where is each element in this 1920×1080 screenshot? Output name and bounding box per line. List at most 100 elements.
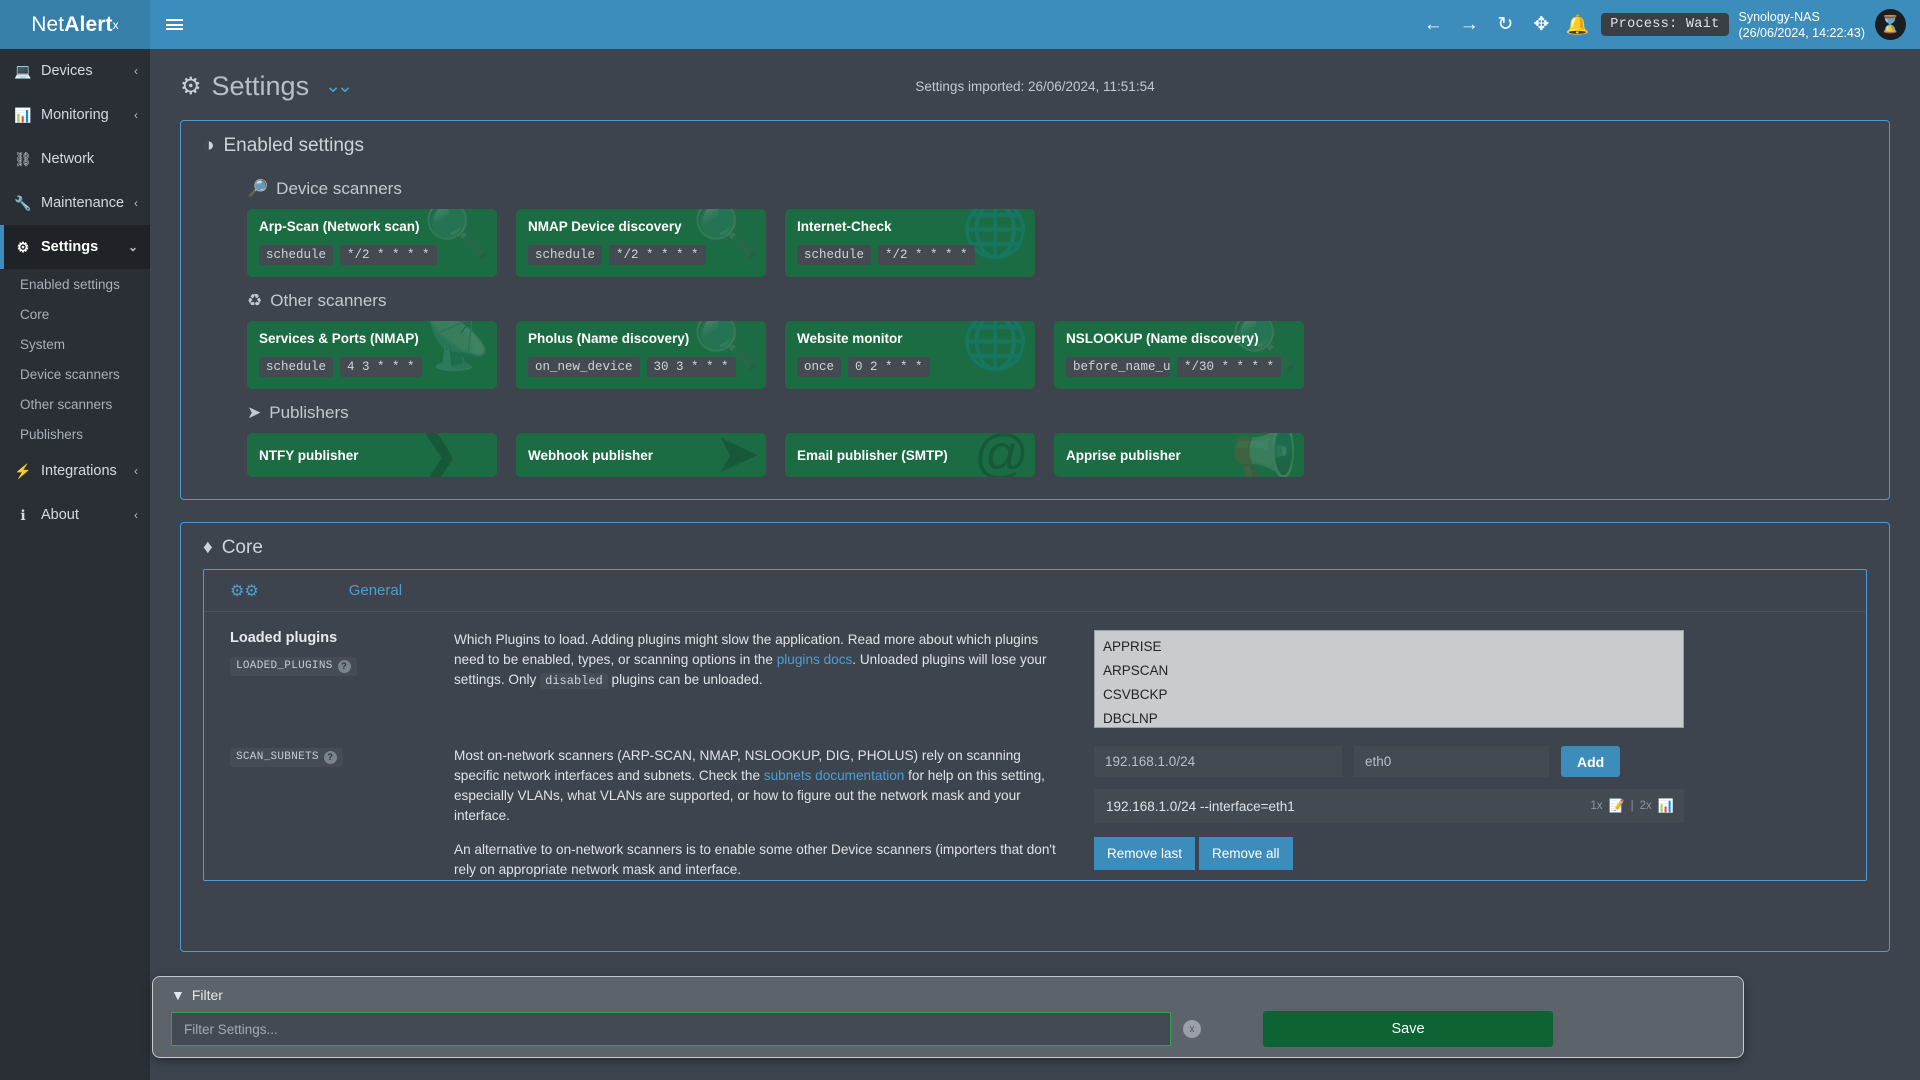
sidebar-item-device-scanners[interactable]: Device scanners xyxy=(20,366,120,382)
card-apprise-publisher[interactable]: 📢 Apprise publisher xyxy=(1054,433,1304,477)
card-chips: schedule */2 * * * * xyxy=(528,245,754,265)
sidebar-item-label: Settings xyxy=(41,239,99,255)
document-icon[interactable]: 📝 xyxy=(1608,798,1625,813)
card-ntfy-publisher[interactable]: ❯_ NTFY publisher xyxy=(247,433,497,477)
chart-icon[interactable]: 📊 xyxy=(1657,798,1674,813)
at-icon: @ xyxy=(974,433,1029,477)
sidebar-item-devices[interactable]: 💻 Devices ‹ xyxy=(0,49,150,93)
subnets-documentation-link[interactable]: subnets documentation xyxy=(763,768,905,783)
core-title: ♦ Core xyxy=(181,523,1889,569)
setting-title: Loaded plugins xyxy=(230,630,338,646)
setting-key-badge: LOADED_PLUGINS ? xyxy=(230,656,357,676)
sidebar-item-network[interactable]: ⛓ Network xyxy=(0,137,150,181)
refresh-icon[interactable]: ↻ xyxy=(1497,14,1514,35)
group-title-publishers: ➤ Publishers xyxy=(247,403,1867,423)
card-chip-mode: on_new_device xyxy=(528,357,640,377)
chevron-double-down-icon[interactable]: ⌄⌄ xyxy=(325,76,353,97)
setting-key-text: LOADED_PLUGINS xyxy=(236,660,333,672)
host-info: Synology-NAS (26/06/2024, 14:22:43) xyxy=(1739,9,1876,41)
card-chips: schedule */2 * * * * xyxy=(259,245,485,265)
toggle-icon: ◑ xyxy=(203,135,215,156)
sidebar-item-monitoring[interactable]: 📊 Monitoring ‹ xyxy=(0,93,150,137)
remove-all-button[interactable]: Remove all xyxy=(1199,837,1293,870)
help-icon[interactable]: ? xyxy=(337,659,351,673)
sidebar-item-settings[interactable]: ⚙ Settings ⌄ xyxy=(0,225,150,269)
card-title: NSLOOKUP (Name discovery) xyxy=(1066,331,1259,346)
card-title: Apprise publisher xyxy=(1066,447,1181,463)
brand-superscript: x xyxy=(112,17,119,32)
sidebar-item-about[interactable]: ℹ About ‹ xyxy=(0,493,150,537)
setting-control: APPRISE ARPSCAN CSVBCKP DBCLNP xyxy=(1094,630,1684,728)
bell-icon[interactable]: 🔔 xyxy=(1565,14,1590,36)
clear-filter-icon[interactable]: x xyxy=(1183,1020,1201,1038)
app-logo[interactable]: Net Alert x xyxy=(0,0,150,49)
card-webhook-publisher[interactable]: ➤ Webhook publisher xyxy=(516,433,766,477)
tab-general[interactable]: General xyxy=(348,582,403,599)
publisher-cards: ❯_ NTFY publisher ➤ Webhook publisher @ … xyxy=(247,433,1867,477)
enabled-settings-body: 🔎 Device scanners 🔍 Arp-Scan (Network sc… xyxy=(181,157,1889,499)
card-title: Arp-Scan (Network scan) xyxy=(259,219,420,234)
network-icon: ⛓ xyxy=(14,150,32,167)
card-chip-cron: */2 * * * * xyxy=(878,245,975,265)
loaded-plugins-listbox[interactable]: APPRISE ARPSCAN CSVBCKP DBCLNP xyxy=(1094,630,1684,728)
sidebar-subnav: Enabled settings Core System Device scan… xyxy=(0,269,150,449)
info-icon: ℹ xyxy=(20,506,26,523)
sidebar-item-enabled-settings[interactable]: Enabled settings xyxy=(20,276,120,292)
back-icon[interactable]: ← xyxy=(1423,13,1443,35)
card-chip-cron: 30 3 * * * xyxy=(646,357,736,377)
move-icon[interactable]: ✥ xyxy=(1533,14,1550,35)
subnet-ip-input[interactable] xyxy=(1094,746,1342,777)
group-title-other-scanners: ♻ Other scanners xyxy=(247,291,1867,311)
forward-icon[interactable]: → xyxy=(1459,13,1479,35)
search-plus-icon: 🔎 xyxy=(247,179,269,198)
sidebar-item-integrations[interactable]: ⚡ Integrations ‹ xyxy=(0,449,150,493)
add-subnet-button[interactable]: Add xyxy=(1561,746,1621,777)
desc-part-2: . Unloaded plugins will lose your settin… xyxy=(454,652,1047,687)
list-item[interactable]: APPRISE xyxy=(1103,639,1162,654)
card-internet-check[interactable]: 🌐 Internet-Check schedule */2 * * * * xyxy=(785,209,1035,277)
card-website-monitor[interactable]: 🌐 Website monitor once 0 2 * * * xyxy=(785,321,1035,389)
list-item[interactable]: DBCLNP xyxy=(1103,711,1158,726)
list-item[interactable]: ARPSCAN xyxy=(1103,663,1169,678)
setting-row-scan-subnets: SCAN_SUBNETS ? Most on-network scanners … xyxy=(204,728,1866,880)
save-button[interactable]: Save xyxy=(1263,1011,1553,1047)
gear-icon: ⚙ xyxy=(16,238,30,255)
sidebar-item-label: About xyxy=(41,507,79,523)
plugins-docs-link[interactable]: plugins docs xyxy=(776,652,853,667)
filter-input[interactable] xyxy=(171,1012,1171,1046)
plug-icon: ⚡ xyxy=(14,462,32,479)
card-chip-mode: once xyxy=(797,357,842,377)
list-item[interactable]: CSVBCKP xyxy=(1103,687,1168,702)
setting-key-text: SCAN_SUBNETS xyxy=(236,751,319,763)
card-pholus-name-discovery[interactable]: 🔍 Pholus (Name discovery) on_new_device … xyxy=(516,321,766,389)
sidebar-item-system[interactable]: System xyxy=(20,336,66,352)
sidebar-item-publishers[interactable]: Publishers xyxy=(20,426,84,442)
diamond-icon: ♦ xyxy=(203,537,213,558)
remove-last-button[interactable]: Remove last xyxy=(1094,837,1196,870)
scan-2x-label: 2x xyxy=(1639,800,1652,812)
sidebar-item-core[interactable]: Core xyxy=(20,306,50,322)
card-title: Webhook publisher xyxy=(528,447,654,463)
card-title: Website monitor xyxy=(797,331,903,346)
help-icon[interactable]: ? xyxy=(323,750,337,764)
desc-part-3: plugins can be unloaded. xyxy=(607,672,763,687)
card-services-ports-nmap[interactable]: 📡 Services & Ports (NMAP) schedule 4 3 *… xyxy=(247,321,497,389)
sidebar-item-maintenance[interactable]: 🔧 Maintenance ‹ xyxy=(0,181,150,225)
avatar[interactable]: ⌛ xyxy=(1875,9,1906,40)
subnet-input-group: Add xyxy=(1094,746,1684,777)
card-arp-scan[interactable]: 🔍 Arp-Scan (Network scan) schedule */2 *… xyxy=(247,209,497,277)
setting-label: Loaded plugins LOADED_PLUGINS ? xyxy=(204,630,454,728)
card-title: Pholus (Name discovery) xyxy=(528,331,690,346)
core-panel: ♦ Core ⚙⚙ General Loaded plugins LOADED_… xyxy=(180,522,1890,952)
desc-part-2: for help on this setting, especially VLA… xyxy=(454,768,1045,823)
card-chip-cron: */30 * * * * xyxy=(1177,357,1282,377)
hamburger-icon[interactable] xyxy=(150,0,198,49)
card-email-publisher-smtp[interactable]: @ Email publisher (SMTP) xyxy=(785,433,1035,477)
card-nmap-device-discovery[interactable]: 🔍 NMAP Device discovery schedule */2 * *… xyxy=(516,209,766,277)
core-title-text: Core xyxy=(221,537,263,558)
subnet-interface-input[interactable] xyxy=(1354,746,1549,777)
sidebar-item-other-scanners[interactable]: Other scanners xyxy=(20,396,113,412)
card-nslookup-name-discovery[interactable]: 🔍 NSLOOKUP (Name discovery) before_name_… xyxy=(1054,321,1304,389)
setting-key-badge: SCAN_SUBNETS ? xyxy=(230,747,343,767)
recycle-icon: ♻ xyxy=(247,291,263,310)
